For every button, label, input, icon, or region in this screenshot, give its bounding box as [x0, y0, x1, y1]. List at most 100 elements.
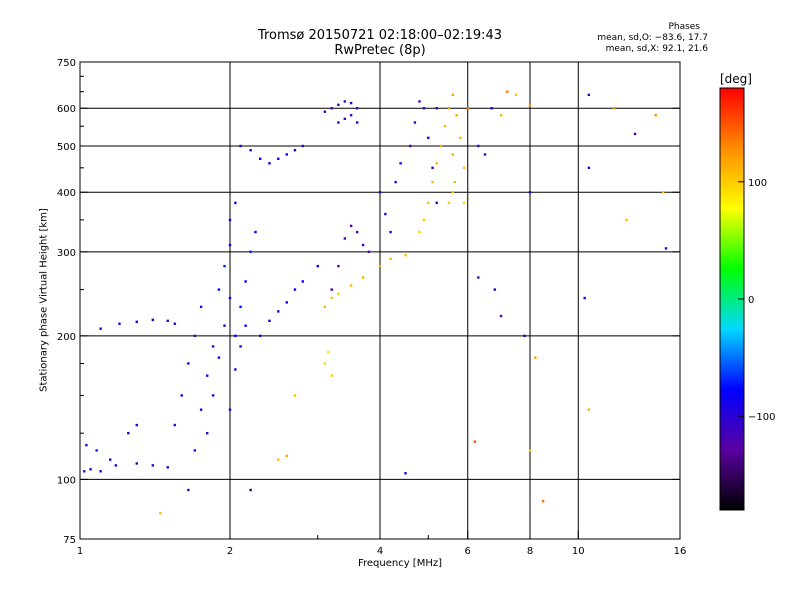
colorbar-tick-label: −100: [748, 412, 775, 423]
data-point: [166, 319, 169, 323]
data-point: [166, 466, 169, 469]
x-tick-label: 6: [465, 546, 471, 557]
data-point: [499, 114, 503, 117]
data-point: [114, 464, 118, 467]
data-point: [459, 136, 462, 140]
data-point: [239, 144, 242, 148]
data-points: [83, 90, 668, 515]
data-point: [422, 218, 426, 222]
data-point: [462, 166, 466, 170]
data-point: [447, 201, 451, 205]
data-point: [422, 107, 426, 110]
data-point: [493, 288, 497, 291]
data-point: [249, 148, 252, 152]
data-point: [228, 408, 232, 411]
data-point: [330, 288, 333, 291]
data-point: [431, 180, 434, 184]
data-point: [223, 264, 226, 268]
data-point: [199, 408, 203, 411]
data-point: [244, 280, 247, 283]
colorbar-tick-label: 0: [748, 295, 754, 306]
data-point: [95, 449, 98, 452]
data-point: [337, 292, 340, 295]
data-point: [418, 100, 421, 103]
data-point: [211, 345, 215, 348]
data-point: [268, 162, 271, 165]
data-point: [435, 107, 438, 110]
data-point: [193, 449, 197, 452]
data-point: [466, 107, 469, 110]
data-point: [199, 305, 203, 309]
x-tick-label: 2: [227, 546, 233, 557]
data-point: [349, 114, 353, 117]
x-axis-label: Frequency [MHz]: [357, 558, 443, 569]
data-point: [337, 103, 340, 107]
data-point: [483, 153, 487, 156]
data-point: [399, 162, 402, 165]
data-point: [268, 319, 271, 323]
data-point: [323, 305, 327, 309]
data-point: [404, 472, 407, 475]
data-point: [583, 296, 586, 300]
data-point: [394, 180, 397, 184]
data-point: [285, 153, 288, 156]
x-tick-label: 8: [527, 546, 533, 557]
data-point: [404, 254, 407, 257]
data-point: [455, 114, 458, 117]
data-point: [490, 107, 493, 110]
data-point: [528, 191, 532, 194]
data-point: [151, 318, 155, 322]
y-tick-label: 300: [57, 248, 76, 259]
phase-stats-x: mean, sd,X: 92.1, 21.6: [605, 44, 708, 54]
data-point: [285, 454, 288, 458]
data-point: [211, 394, 215, 397]
data-point: [389, 230, 392, 234]
data-point: [378, 191, 382, 194]
data-point: [343, 117, 347, 121]
data-point: [249, 488, 252, 492]
data-point: [587, 408, 591, 411]
data-point: [277, 310, 280, 313]
data-point: [418, 230, 421, 234]
y-axis-label: Stationary phase Virtual Height [km]: [38, 208, 50, 392]
data-point: [223, 324, 226, 327]
data-point: [330, 107, 333, 110]
colorbar-ticks: 100 0 −100: [738, 178, 775, 423]
data-point: [85, 443, 88, 447]
y-tick-label: 100: [57, 475, 76, 486]
data-point: [451, 93, 455, 97]
data-point: [193, 334, 197, 338]
data-point: [462, 201, 466, 205]
data-point: [505, 90, 509, 93]
x-tick-label: 1: [77, 546, 83, 557]
data-point: [367, 250, 371, 254]
data-point: [453, 180, 456, 184]
data-point: [389, 257, 392, 261]
y-tick-label: 600: [57, 104, 76, 115]
data-point: [523, 334, 526, 338]
data-point: [259, 157, 262, 161]
data-point: [664, 247, 668, 250]
data-point: [343, 100, 347, 103]
y-tick-label: 750: [57, 58, 76, 69]
data-point: [239, 305, 242, 309]
data-point: [451, 191, 455, 194]
colorbar: 100 0 −100: [719, 87, 775, 511]
data-point: [277, 157, 280, 161]
data-point: [443, 125, 447, 128]
data-point: [327, 350, 330, 354]
data-point: [439, 144, 443, 148]
data-point: [301, 144, 305, 148]
data-point: [173, 322, 177, 325]
data-point: [244, 324, 247, 327]
data-point: [534, 356, 537, 359]
data-point: [378, 264, 382, 268]
data-point: [127, 431, 130, 435]
data-point: [234, 201, 237, 205]
data-point: [587, 166, 591, 170]
data-point: [330, 374, 333, 377]
data-point: [173, 423, 177, 427]
data-point: [409, 144, 412, 148]
y-tick-label: 500: [57, 142, 76, 153]
